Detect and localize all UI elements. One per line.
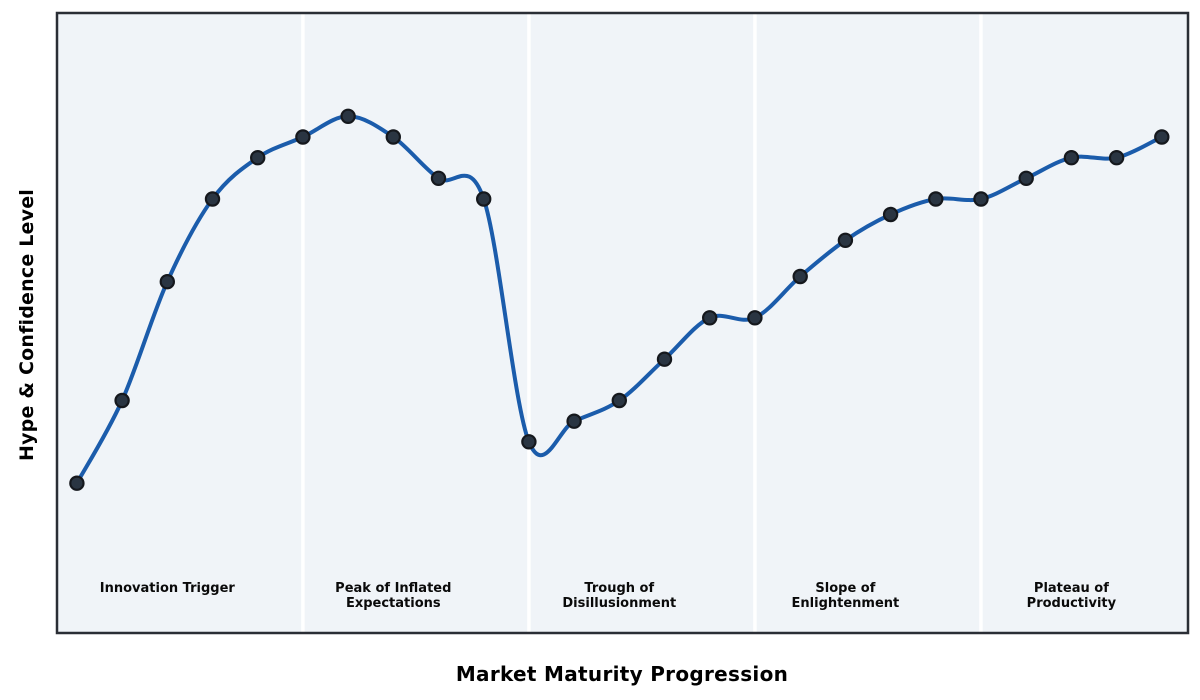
data-point-marker (837, 232, 854, 248)
data-point-marker (702, 310, 718, 326)
data-point-marker (747, 310, 763, 326)
x-axis-label: Market Maturity Progression (455, 662, 789, 686)
y-axis-label: Hype & Confidence Level (16, 188, 38, 462)
data-point-marker (928, 191, 944, 207)
data-point-marker (1154, 129, 1170, 145)
plot-area (57, 13, 1188, 633)
data-point-marker (792, 268, 808, 285)
data-point-marker (204, 191, 221, 207)
data-point-marker (1108, 149, 1125, 166)
data-point-marker (611, 392, 628, 409)
phase-label-trough-of-disillusionment: Trough of Disillusionment (562, 581, 677, 612)
data-point-marker (566, 413, 582, 429)
data-point-marker (476, 191, 492, 207)
phase-label-plateau-of-productivity: Plateau of Productivity (1026, 581, 1117, 612)
data-point-marker (1018, 170, 1034, 186)
phase-label-slope-of-enlightenment: Slope of Enlightenment (791, 581, 900, 612)
data-point-marker (250, 149, 266, 166)
data-point-marker (882, 206, 899, 223)
data-point-marker (385, 129, 401, 145)
data-point-marker (521, 434, 537, 450)
phase-label-innovation-trigger: Innovation Trigger (99, 581, 235, 596)
plot-frame (55, 11, 1190, 635)
data-point-marker (69, 475, 85, 491)
data-point-marker (114, 392, 130, 409)
data-point-marker (159, 274, 175, 290)
data-point-marker (656, 351, 673, 367)
data-point-marker (340, 108, 356, 125)
phase-label-peak-of-inflated-expectations: Peak of Inflated Expectations (335, 581, 452, 612)
data-point-marker (430, 170, 447, 186)
data-point-marker (973, 191, 989, 207)
data-point-marker (1063, 149, 1080, 166)
data-point-marker (295, 129, 311, 145)
